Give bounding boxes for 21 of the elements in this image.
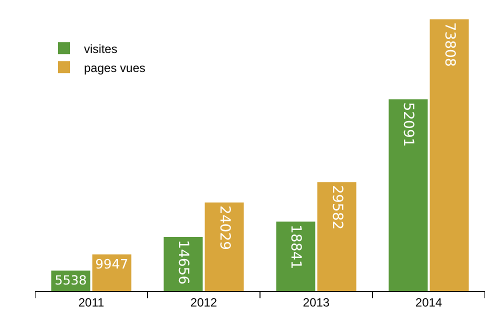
- x-tick-label: 2014: [415, 295, 442, 310]
- bar: [164, 237, 203, 291]
- data-label: 29582: [328, 185, 345, 230]
- bar: [276, 222, 316, 291]
- x-tick-label: 2013: [302, 295, 330, 310]
- data-label: 52091: [400, 102, 416, 147]
- bar: [204, 202, 244, 291]
- data-label: 9947: [95, 257, 128, 272]
- x-tick-label: 2011: [78, 295, 104, 310]
- bar: [430, 19, 469, 291]
- x-tick-label: 2012: [190, 295, 218, 310]
- data-label: 73808: [441, 22, 458, 67]
- data-label: 14656: [175, 240, 192, 285]
- data-label: 5538: [54, 272, 87, 288]
- bar: [317, 182, 356, 291]
- data-label: 18841: [288, 224, 304, 270]
- bar: [388, 99, 428, 291]
- data-label: 24029: [216, 206, 232, 250]
- bar: [92, 254, 132, 291]
- legend-label: visites: [84, 42, 118, 56]
- legend-label: pages vues: [84, 60, 146, 75]
